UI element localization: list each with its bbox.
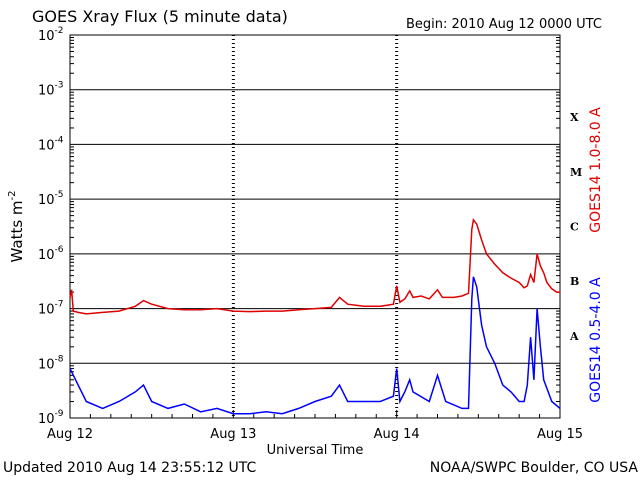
y-tick-label: 10-8: [38, 354, 64, 372]
begin-time: Begin: 2010 Aug 12 0000 UTC: [406, 17, 602, 32]
x-tick-label: Aug 13: [210, 427, 256, 442]
y-tick-label: 10-6: [38, 245, 64, 263]
y-tick-label: 10-4: [38, 135, 64, 153]
flare-class-label: B: [570, 275, 579, 288]
credit-text: NOAA/SWPC Boulder, CO USA: [429, 460, 638, 476]
y-axis-label: Watts m-2: [7, 190, 26, 262]
flare-class-label: X: [570, 111, 579, 124]
x-axis-label: Universal Time: [267, 443, 364, 458]
y-tick-label-exponent: -4: [55, 135, 64, 145]
legend-label: GOES14 1.0-8.0 A: [588, 107, 604, 233]
updated-timestamp: Updated 2010 Aug 14 23:55:12 UTC: [3, 460, 257, 476]
x-tick-label: Aug 12: [47, 427, 93, 442]
y-tick-label-exponent: -9: [55, 409, 64, 419]
x-tick-label: Aug 14: [374, 427, 420, 442]
series-line-long: [69, 217, 560, 315]
legend-label: GOES14 0.5-4.0 A: [588, 277, 604, 403]
y-tick-label: 10-7: [38, 300, 64, 318]
y-tick-label-exponent: -6: [55, 245, 64, 255]
y-tick-label-exponent: -5: [55, 190, 64, 200]
y-tick-label-exponent: -3: [55, 81, 64, 91]
flare-class-label: C: [570, 221, 579, 234]
series-line-short: [69, 276, 561, 415]
flare-class-label: M: [570, 166, 582, 179]
x-tick-label: Aug 15: [537, 427, 583, 442]
plot-frame: [69, 34, 561, 419]
y-tick-label: 10-5: [38, 190, 64, 208]
flare-class-label: A: [569, 330, 579, 343]
y-tick-label: 10-2: [38, 26, 64, 44]
chart-title: GOES Xray Flux (5 minute data): [32, 7, 288, 26]
y-tick-label-exponent: -2: [55, 26, 64, 36]
y-tick-label: 10-9: [38, 409, 64, 427]
y-tick-label: 10-3: [38, 81, 64, 99]
y-axis-label-exponent: -2: [7, 190, 18, 200]
y-tick-label-exponent: -8: [55, 354, 64, 364]
y-tick-label-exponent: -7: [55, 300, 64, 310]
